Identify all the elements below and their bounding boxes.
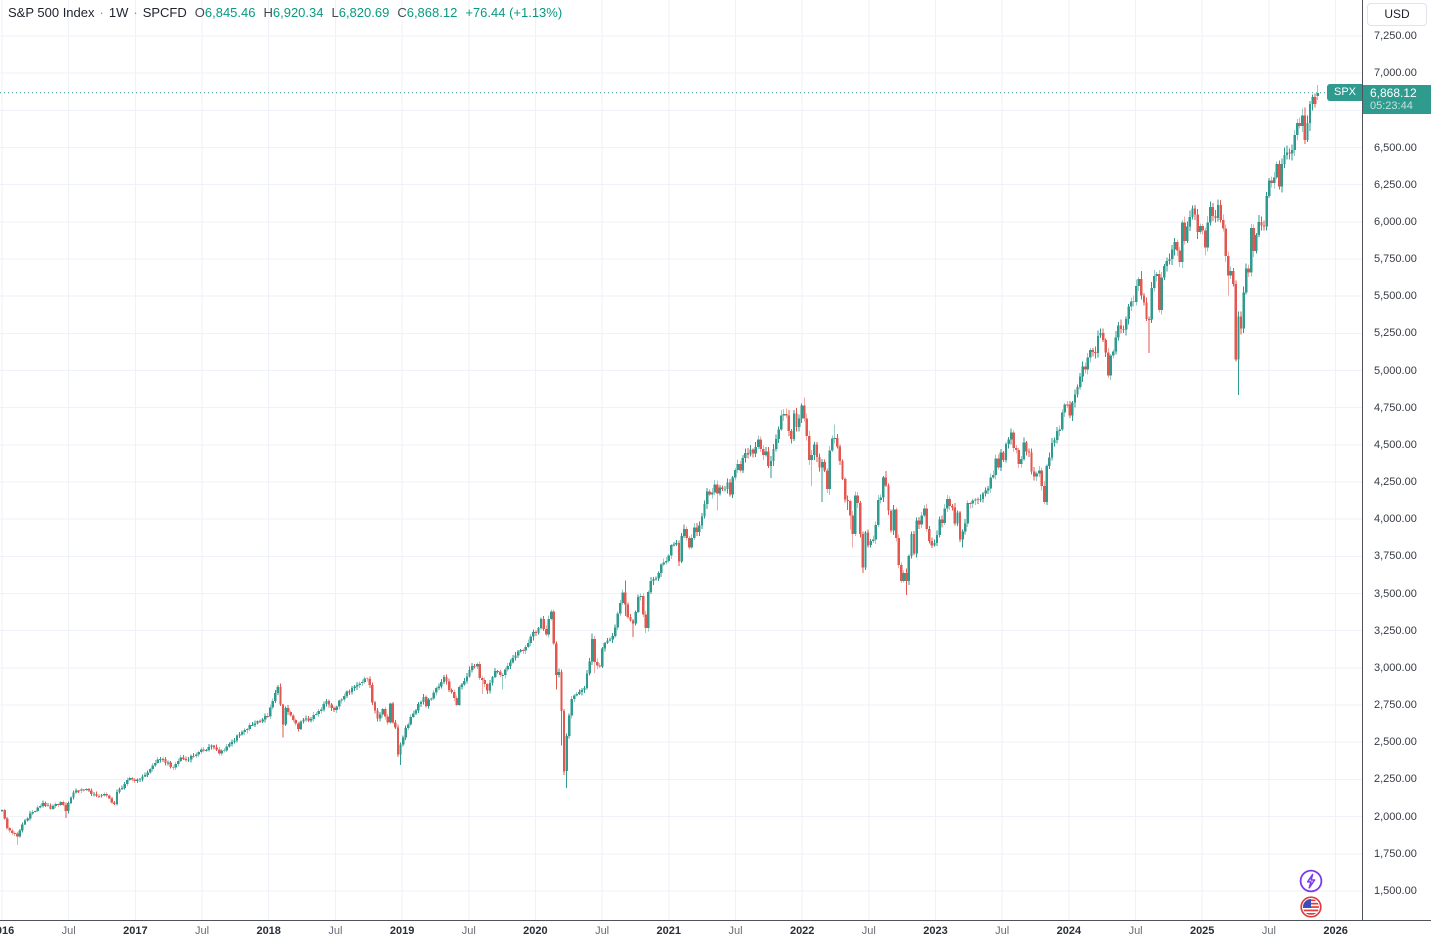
time-tick-year-label: 2017 — [123, 925, 148, 937]
time-axis-border — [0, 920, 1431, 921]
price-tick-label: 2,000.00 — [1374, 810, 1417, 823]
price-tick-label: 4,000.00 — [1374, 513, 1417, 526]
currency-button[interactable]: USD — [1367, 3, 1427, 26]
time-tick-month-label: Jul — [194, 925, 210, 937]
price-tick-label: 2,250.00 — [1374, 773, 1417, 786]
price-badge-value: 6,868.12 — [1370, 86, 1417, 101]
high-label: H — [263, 5, 273, 20]
time-tick-year-label: 2018 — [256, 925, 281, 937]
time-tick-year-label: 2020 — [523, 925, 548, 937]
price-tick-label: 7,000.00 — [1374, 67, 1417, 80]
price-tick-label: 1,500.00 — [1374, 884, 1417, 897]
time-tick-month-label: Jul — [1128, 925, 1143, 937]
price-tick-label: 6,500.00 — [1374, 141, 1417, 154]
low-label: L — [331, 5, 339, 20]
price-tick-label: 5,250.00 — [1374, 327, 1417, 340]
price-badge-countdown: 05:23:44 — [1370, 100, 1413, 113]
price-tick-label: 3,500.00 — [1374, 587, 1417, 600]
chart-pane[interactable]: S&P 500 Index · 1W · SPCFD O6,845.46 H6,920.34… — [0, 0, 1362, 920]
symbol-title[interactable]: S&P 500 Index — [8, 5, 95, 20]
separator: · — [133, 5, 138, 20]
open-value: 6,845.46 — [204, 5, 256, 20]
price-tick-label: 2,750.00 — [1374, 699, 1417, 712]
time-tick-year-label: 2025 — [1189, 925, 1215, 937]
interval-label[interactable]: 1W — [108, 5, 129, 20]
time-tick-year-label: 2023 — [923, 925, 948, 937]
price-axis-border — [1362, 0, 1363, 920]
close-label: C — [397, 5, 407, 20]
us-flag-event-icon[interactable] — [1300, 896, 1322, 918]
separator: · — [99, 5, 104, 20]
close-value: 6,868.12 — [406, 5, 458, 20]
time-tick-month-label: Jul — [328, 925, 343, 937]
time-tick-year-label: 2016 — [0, 925, 15, 937]
high-value: 6,920.34 — [272, 5, 324, 20]
open-label: O — [194, 5, 205, 20]
price-tick-label: 6,250.00 — [1374, 178, 1417, 191]
spx-tab-label: SPX — [1333, 86, 1356, 99]
time-tick-year-label: 2019 — [389, 925, 415, 937]
price-tick-label: 3,750.00 — [1374, 550, 1417, 563]
price-axis[interactable]: USD 6,868.12 05:23:44 7,250.00 7,000.00 6,… — [1363, 0, 1431, 920]
time-tick-year-label: 2021 — [656, 925, 682, 937]
exchange-label: SPCFD — [142, 5, 187, 20]
time-tick-month-label: Jul — [595, 925, 610, 937]
time-tick-month-label: Jul — [995, 925, 1010, 937]
price-badge: 6,868.12 05:23:44 — [1363, 85, 1431, 115]
price-tick-label: 5,000.00 — [1374, 364, 1417, 377]
time-tick-month-label: Jul — [61, 925, 76, 937]
price-tick-label: 5,750.00 — [1374, 253, 1417, 265]
price-tick-label: 2,500.00 — [1374, 736, 1417, 749]
price-tick-label: 6,000.00 — [1374, 215, 1417, 228]
low-value: 6,820.69 — [338, 5, 390, 20]
time-tick-year-label: 2026 — [1323, 925, 1348, 937]
price-line-symbol-tab: SPX — [1326, 84, 1362, 102]
time-tick-month-label: Jul — [728, 925, 743, 937]
time-tick-year-label: 2024 — [1056, 925, 1082, 937]
flash-event-icon[interactable] — [1299, 869, 1323, 893]
price-tick-label: 4,500.00 — [1374, 438, 1417, 451]
price-tick-label: 7,250.00 — [1374, 30, 1417, 42]
time-tick-month-label: Jul — [861, 925, 876, 937]
change-value: +76.44 (+1.13%) — [465, 5, 563, 20]
candlestick-chart[interactable] — [0, 0, 1362, 920]
chart-legend: S&P 500 Index · 1W · SPCFD O6,845.46 H6,920.34… — [8, 5, 562, 20]
price-tick-label: 4,750.00 — [1374, 401, 1417, 414]
price-tick-label: 5,500.00 — [1374, 290, 1417, 303]
time-tick-month-label: Jul — [1261, 925, 1276, 937]
time-tick-year-label: 2022 — [789, 925, 815, 937]
price-tick-label: 1,750.00 — [1374, 847, 1417, 860]
time-tick-month-label: Jul — [461, 925, 476, 937]
price-tick-label: 4,250.00 — [1374, 476, 1417, 489]
time-axis[interactable]: 2016 Jul 2017 Jul 2018 Jul 2019 Jul 2020 Jul 2021 J… — [0, 921, 1362, 943]
price-tick-label: 3,000.00 — [1374, 661, 1417, 674]
price-tick-label: 3,250.00 — [1374, 624, 1417, 637]
